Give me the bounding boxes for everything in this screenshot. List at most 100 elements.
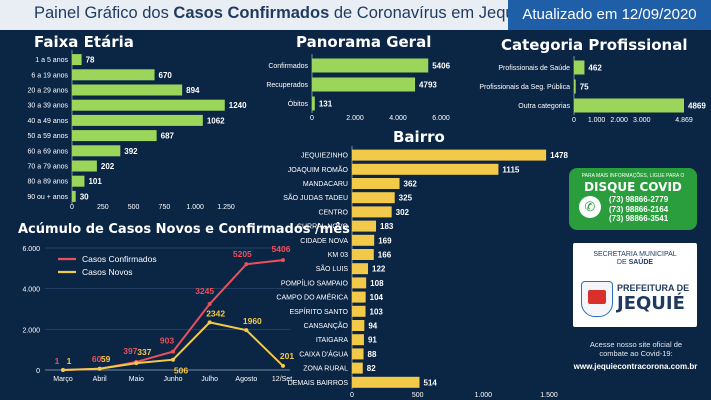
bairro-tick-label: 1.500 (540, 392, 558, 399)
categoria-bar (574, 60, 585, 75)
header-bar: Painel Gráfico dos Casos Confirmados de … (0, 0, 711, 30)
faixa-tick-label: 500 (128, 204, 140, 211)
faixa-category-label: 50 a 59 anos (28, 133, 69, 140)
site-note: Acesse nosso site oficial de combate ao … (589, 340, 683, 358)
categoria-tick-label: 4.869 (675, 117, 693, 124)
phone-list: (73) 98866-2779 (73) 98866-2164 (73) 988… (609, 195, 668, 224)
panorama-value-label: 5406 (432, 62, 450, 71)
bairro-value-label: 103 (370, 307, 384, 316)
acumulo-point (97, 366, 102, 371)
bairro-category-label: DEMAIS BAIRROS (288, 380, 349, 387)
faixa-category-label: 6 a 19 anos (31, 72, 68, 79)
bairro-value-label: 1115 (502, 165, 519, 174)
acumulo-data-label: 506 (174, 366, 188, 376)
acumulo-data-label: 337 (137, 347, 151, 357)
panorama-category-label: Recuperados (266, 82, 308, 89)
bairro-tick-label: 1.000 (475, 392, 493, 399)
phone-number[interactable]: (73) 98866-2779 (609, 195, 669, 204)
acumulo-data-label: 60 (92, 354, 102, 364)
bairro-category-label: CAIXA D'ÁGUA (299, 349, 348, 358)
categoria-bar (574, 98, 684, 113)
bairro-value-label: 166 (378, 251, 392, 260)
bairro-value-label: 91 (368, 336, 377, 345)
faixa-bar (72, 54, 82, 66)
categoria-category-label: Outra categorias (518, 103, 570, 110)
bairro-bar (352, 348, 364, 360)
panorama-bar (312, 96, 315, 111)
faixa-tick-label: 250 (97, 204, 109, 211)
disque-top-text: PARA MAIS INFORMAÇÕES, LIGUE PARA O (581, 173, 685, 179)
acumulo-data-label: 397 (123, 346, 137, 356)
phone-number[interactable]: (73) 98866-3541 (609, 214, 669, 223)
acumulo-point (171, 349, 175, 354)
bairro-tick-label: 0 (350, 392, 354, 399)
faixa-category-label: 80 a 89 anos (28, 179, 69, 186)
faixa-category-label: 20 a 29 anos (28, 88, 69, 95)
acumulo-point (244, 328, 249, 333)
bairro-category-label: ZONA RURAL (303, 366, 348, 373)
acumulo-x-tick-label: Março (53, 376, 73, 383)
acumulo-x-tick-label: Maio (129, 376, 144, 383)
panorama-tick-label: 4.000 (389, 115, 407, 122)
faixa-value-label: 392 (124, 147, 138, 156)
acumulo-x-tick-label: Junho (163, 376, 182, 383)
faixa-tick-label: 1.250 (217, 204, 235, 211)
faixa-value-label: 894 (186, 86, 200, 95)
disque-covid-card: PARA MAIS INFORMAÇÕES, LIGUE PARA O DISQ… (569, 168, 697, 230)
acumulo-point (207, 302, 212, 307)
bairro-category-label: SÃO JUDAS TADEU (283, 193, 348, 202)
bairro-value-label: 169 (378, 236, 392, 245)
acumulo-y-tick-label: 6.000 (22, 246, 40, 253)
bairro-bar (352, 305, 366, 317)
acumulo-data-label: 59 (101, 354, 111, 364)
bairro-value-label: 94 (368, 322, 377, 331)
faixa-category-label: 30 a 39 anos (28, 103, 69, 110)
bairro-value-label: 514 (424, 378, 438, 387)
categoria-value-label: 462 (588, 64, 602, 73)
faixa-value-label: 101 (88, 177, 102, 186)
acumulo-data-label: 1960 (243, 316, 262, 326)
faixa-bar (72, 175, 85, 187)
bairro-category-label: ESPÍRITO SANTO (290, 307, 349, 316)
bairro-bar (352, 362, 363, 374)
panorama-tick-label: 0 (310, 115, 314, 122)
bairro-value-label: 108 (370, 279, 384, 288)
categoria-tick-label: 1.000 (588, 117, 606, 124)
bairro-bar (352, 178, 400, 189)
categoria-tick-label: 2.000 (610, 117, 628, 124)
faixa-bar (72, 130, 157, 142)
faixa-bar (72, 69, 155, 81)
site-link[interactable]: www.jequiecontracorona.com.br (573, 362, 698, 371)
faixa-tick-label: 750 (159, 204, 171, 211)
bairro-bar (352, 149, 547, 161)
panorama-tick-label: 6.000 (432, 115, 450, 122)
prefeitura-logo-card: SECRETARIA MUNICIPAL DE SAÚDE PREFEITURA… (573, 243, 697, 327)
panorama-category-label: Óbitos (288, 99, 309, 108)
bairro-category-label: JOAQUIM ROMÃO (288, 165, 349, 174)
bairro-category-label: CURRAL NOVO (297, 224, 349, 231)
acumulo-x-tick-label: Julho (201, 376, 218, 383)
faixa-category-label: 1 a 5 anos (35, 57, 68, 64)
phone-number[interactable]: (73) 98866-2164 (609, 204, 669, 214)
acumulo-legend-label: Casos Confirmados (82, 254, 157, 264)
faixa-category-label: 40 a 49 anos (28, 118, 69, 125)
bairro-category-label: ITAIGARA (316, 337, 348, 344)
acumulo-data-label: 2342 (206, 308, 225, 318)
bairro-value-label: 122 (372, 265, 386, 274)
acumulo-y-tick-label: 2.000 (22, 327, 40, 334)
panorama-tick-label: 2.000 (346, 115, 364, 122)
prefeitura-label: PREFEITURA DE (617, 283, 690, 293)
acumulo-point (134, 361, 139, 366)
faixa-bar (72, 160, 97, 172)
categoria-tick-label: 0 (572, 117, 576, 124)
faixa-tick-label: 1.000 (186, 204, 204, 211)
acumulo-point (281, 258, 285, 263)
acumulo-y-tick-label: 4.000 (22, 287, 40, 294)
bairro-value-label: 82 (367, 364, 376, 373)
bairro-value-label: 104 (370, 293, 384, 302)
faixa-value-label: 30 (80, 192, 89, 201)
faixa-value-label: 78 (86, 56, 95, 65)
bairro-bar (352, 263, 369, 275)
bairro-bar (352, 249, 374, 260)
